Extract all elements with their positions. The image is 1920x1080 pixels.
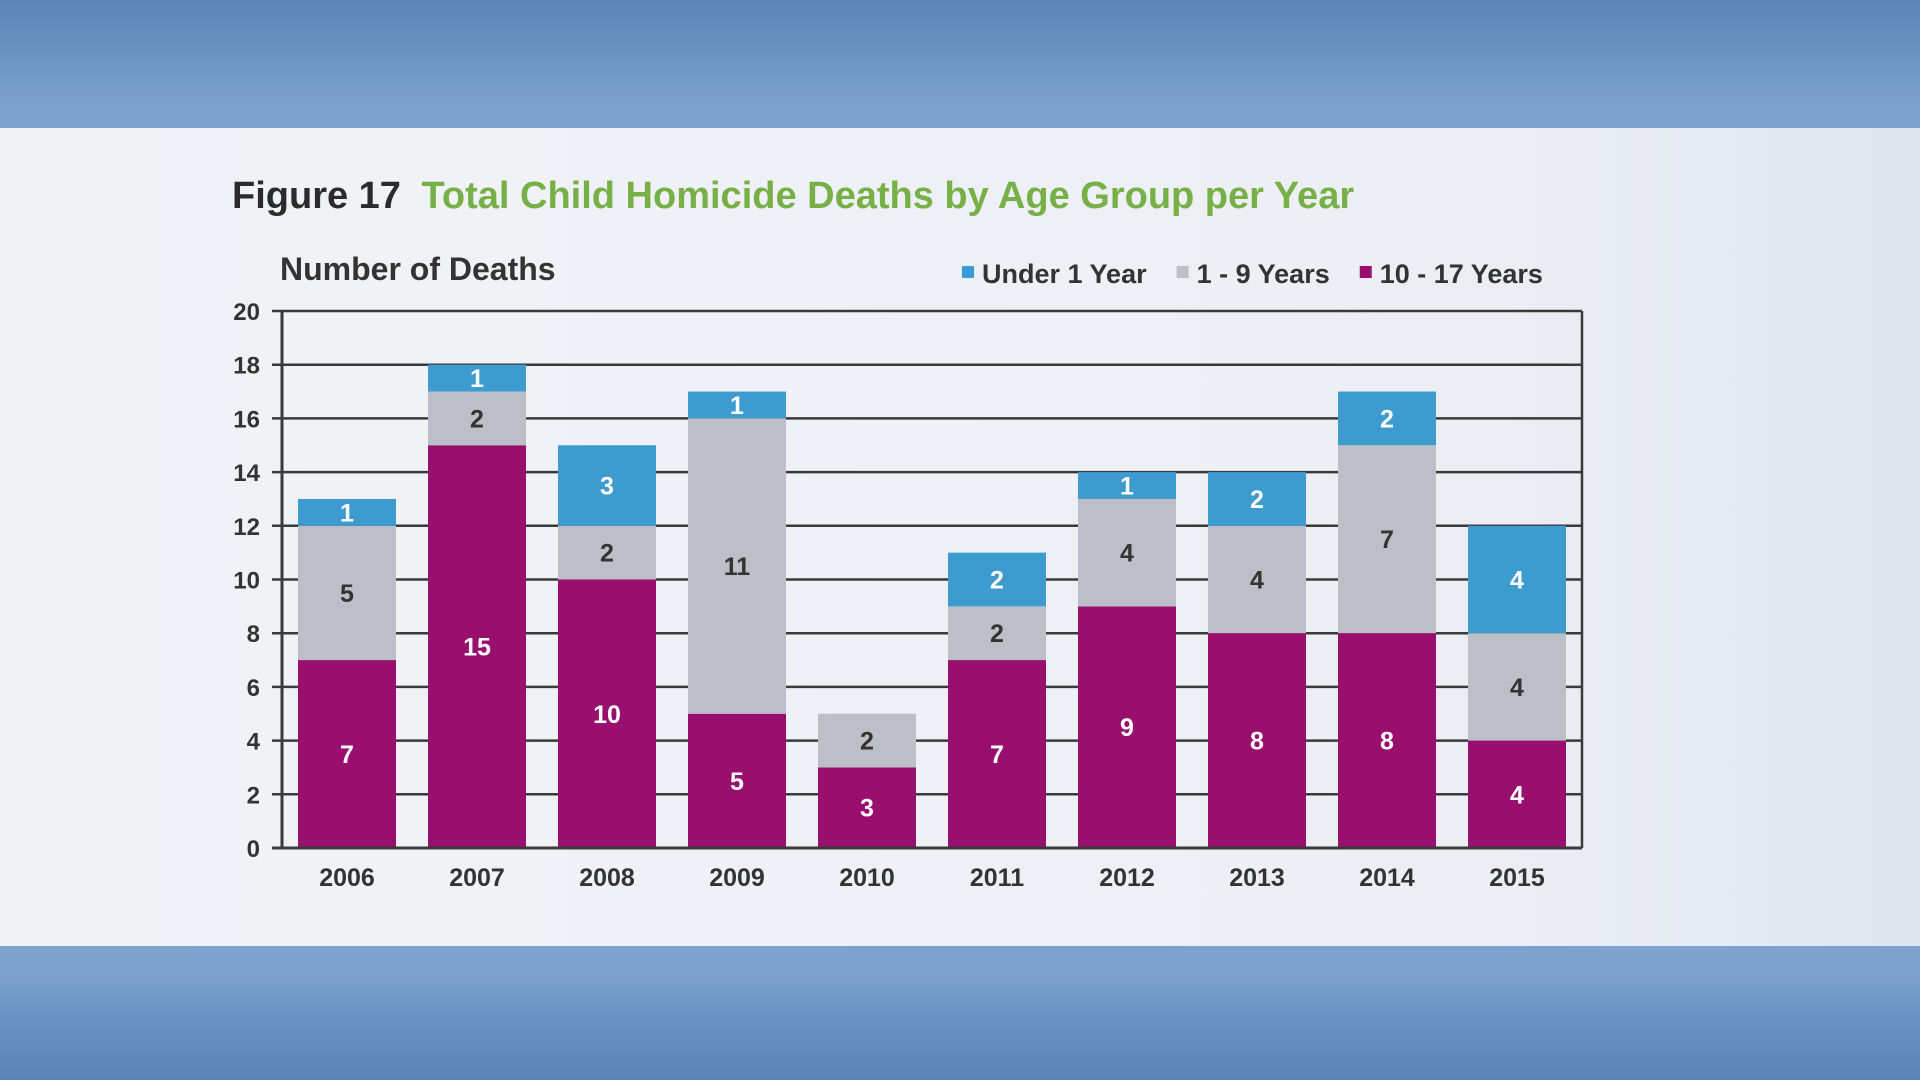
y-tick-2: 2: [247, 782, 260, 809]
y-tick-4: 4: [247, 729, 261, 756]
data-label-2014-series-2: 2: [1380, 405, 1394, 433]
x-tick-2013: 2013: [1229, 864, 1285, 892]
panel-shade: [1500, 128, 1920, 946]
x-tick-2015: 2015: [1489, 864, 1545, 892]
legend-label-1: 1 - 9 Years: [1197, 259, 1330, 289]
bar-2011-series-0: [948, 660, 1046, 848]
data-label-2013-series-1: 4: [1250, 567, 1264, 595]
bar-2012-series-2: [1078, 472, 1176, 499]
y-axis-label: Number of Deaths: [280, 251, 556, 287]
bar-2013-series-2: [1208, 472, 1306, 526]
y-tick-labels: 0 2 4 6 8 10 12 14 16 18 20: [233, 299, 260, 863]
data-label-2006-series-0: 7: [340, 741, 354, 769]
legend-label-2: 10 - 17 Years: [1380, 259, 1543, 289]
bar-2008-series-1: [558, 525, 656, 580]
y-tick-16: 16: [233, 406, 260, 433]
y-tick-18: 18: [233, 353, 260, 380]
figure-title-text: Total Child Homicide Deaths by Age Group…: [421, 175, 1355, 217]
bar-2014-series-0: [1338, 633, 1436, 848]
bar-2006-series-2: [298, 498, 396, 526]
bar-2008-series-2: [558, 445, 656, 526]
data-label-2009-series-1: 11: [724, 553, 751, 581]
bar-2012-series-1: [1078, 498, 1176, 607]
data-label-2012-series-0: 9: [1120, 714, 1134, 742]
bar-2008-series-0: [558, 579, 656, 848]
data-label-2013-series-0: 8: [1250, 728, 1264, 756]
legend: Under 1 Year 1 - 9 Years 10 - 17 Years: [962, 259, 1543, 289]
data-label-2010-series-1: 2: [860, 728, 874, 756]
bar-2013-series-1: [1208, 525, 1306, 634]
figure-title: Figure 17 Total Child Homicide Deaths by…: [232, 175, 1354, 218]
data-label-2010-series-0: 3: [860, 795, 874, 823]
bar-2006-series-1: [298, 525, 396, 661]
data-label-2008-series-2: 3: [600, 473, 614, 501]
legend-swatch-2: [1359, 266, 1372, 278]
data-label-2011-series-1: 2: [990, 620, 1004, 648]
data-label-2006-series-1: 5: [340, 580, 354, 608]
data-label-2007-series-0: 15: [463, 634, 491, 662]
bar-2012-series-0: [1078, 606, 1176, 848]
x-tick-2008: 2008: [579, 864, 635, 892]
figure-number: Figure 17: [232, 175, 401, 217]
y-tick-20: 20: [233, 299, 260, 326]
data-label-2014-series-1: 7: [1380, 526, 1394, 554]
x-tick-2011: 2011: [970, 864, 1024, 892]
bar-2009-series-1: [688, 418, 786, 714]
bar-2014-series-1: [1338, 445, 1436, 634]
x-tick-2010: 2010: [839, 864, 895, 892]
bar-2007-series-0: [428, 445, 526, 848]
bar-2009-series-0: [688, 713, 786, 848]
bar-2015-series-2: [1468, 525, 1566, 634]
bar-2011-series-2: [948, 552, 1046, 607]
y-tick-8: 8: [247, 621, 260, 648]
data-label-2012-series-2: 1: [1120, 473, 1134, 501]
x-tick-2014: 2014: [1359, 864, 1415, 892]
x-tick-2007: 2007: [449, 864, 505, 892]
bar-2013-series-0: [1208, 633, 1306, 848]
data-label-2007-series-2: 1: [470, 365, 484, 393]
data-label-2008-series-1: 2: [600, 540, 614, 568]
data-label-2009-series-0: 5: [730, 768, 744, 796]
data-label-2013-series-2: 2: [1250, 486, 1264, 514]
data-label-2012-series-1: 4: [1120, 540, 1134, 568]
legend-swatch-1: [1176, 266, 1189, 278]
y-tick-12: 12: [233, 514, 260, 541]
x-tick-labels: 2006 2007 2008 2009 2010 2011 2012 2013 2014 2015: [319, 864, 1545, 892]
y-tick-14: 14: [233, 460, 260, 487]
legend-swatch-0: [962, 266, 974, 278]
data-label-2011-series-0: 7: [990, 741, 1004, 769]
data-label-2007-series-1: 2: [470, 405, 484, 433]
data-label-2008-series-0: 10: [593, 701, 621, 729]
bar-2014-series-2: [1338, 391, 1436, 446]
x-tick-2009: 2009: [709, 864, 765, 892]
bar-2009-series-2: [688, 391, 786, 419]
bar-2015-series-1: [1468, 633, 1566, 741]
y-tick-10: 10: [233, 568, 260, 595]
data-label-2015-series-0: 4: [1510, 781, 1524, 809]
data-label-2015-series-2: 4: [1510, 567, 1524, 595]
data-label-2009-series-2: 1: [730, 392, 744, 420]
data-label-2006-series-2: 1: [340, 499, 354, 527]
bar-2015-series-0: [1468, 740, 1566, 848]
legend-label-0: Under 1 Year: [982, 259, 1147, 289]
x-tick-2012: 2012: [1099, 864, 1155, 892]
data-label-2015-series-1: 4: [1510, 674, 1524, 702]
bar-2010-series-1: [818, 713, 916, 768]
y-tick-0: 0: [247, 836, 260, 863]
bar-2010-series-0: [818, 767, 916, 848]
data-label-2011-series-2: 2: [990, 567, 1004, 595]
x-tick-2006: 2006: [319, 864, 375, 892]
bar-2011-series-1: [948, 606, 1046, 661]
data-label-2014-series-0: 8: [1380, 728, 1394, 756]
bar-2007-series-1: [428, 391, 526, 446]
plot-frame: [272, 311, 1584, 850]
y-tick-6: 6: [247, 675, 260, 702]
bar-2007-series-2: [428, 364, 526, 392]
bar-2006-series-0: [298, 660, 396, 848]
